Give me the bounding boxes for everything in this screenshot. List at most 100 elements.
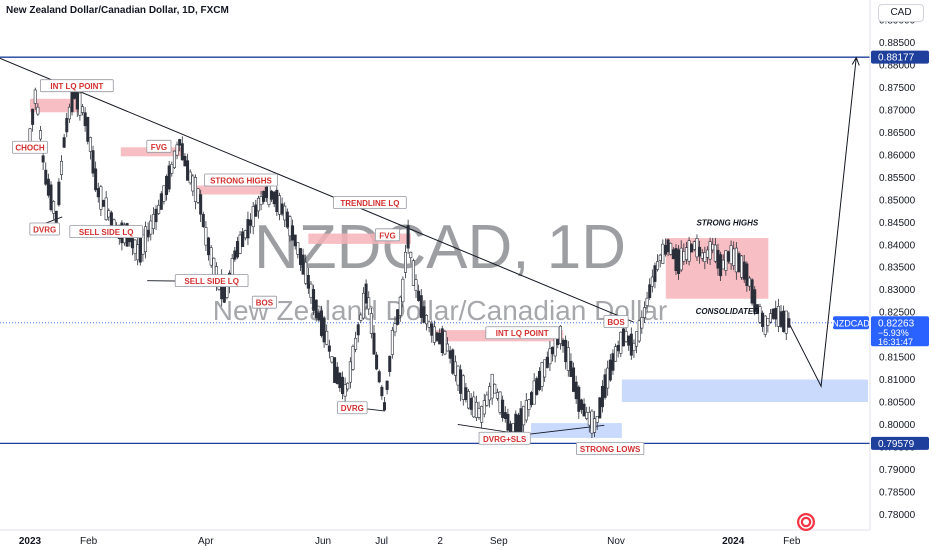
candle-up (369, 313, 373, 334)
price-zone[interactable] (531, 423, 622, 438)
annotation-label[interactable]: CONSOLIDATED (696, 307, 760, 316)
candle-down (335, 366, 339, 384)
candle-down (419, 295, 423, 318)
svg-text:0.82263: 0.82263 (878, 318, 915, 329)
candle-down (430, 323, 434, 336)
time-tick-label: Sep (490, 536, 508, 547)
price-tick-label: 0.87000 (879, 106, 916, 117)
candle-up (107, 210, 111, 218)
annotation-label[interactable]: INT LQ POINT (485, 326, 560, 340)
candle-down (469, 397, 473, 410)
candle-up (149, 220, 153, 235)
time-tick-label: Jul (375, 536, 388, 547)
annotation-label[interactable]: CHOCH (12, 140, 48, 154)
candle-down (501, 399, 505, 418)
svg-text:BOS: BOS (607, 318, 625, 327)
candle-down (627, 335, 631, 346)
candle-up (67, 106, 71, 120)
candle-down (94, 168, 98, 191)
symbol-tag: NZDCAD (832, 316, 870, 330)
annotation-label[interactable]: DVRG (337, 401, 368, 415)
currency-button[interactable]: CAD (878, 4, 924, 22)
candle-down (102, 200, 106, 207)
candle-down (569, 360, 573, 377)
candle-up (230, 258, 234, 277)
annotation-label[interactable]: BOS (251, 295, 277, 309)
candle-down (564, 339, 568, 363)
candle-up (461, 375, 465, 400)
candle-up (243, 230, 247, 239)
candle-up (330, 356, 334, 363)
candle-up (527, 399, 531, 410)
annotation-label[interactable]: BOS (603, 315, 629, 328)
svg-text:SELL SIDE LQ: SELL SIDE LQ (79, 228, 134, 237)
svg-text:0.79579: 0.79579 (878, 439, 915, 450)
svg-text:TRENDLINE LQ: TRENDLINE LQ (340, 199, 399, 208)
projection-path[interactable] (788, 57, 857, 388)
price-tick-label: 0.88500 (879, 38, 916, 49)
candle-up (485, 394, 489, 406)
candle-up (259, 196, 263, 205)
candle-up (692, 241, 696, 250)
candle-down (551, 346, 555, 355)
annotation-label[interactable]: DVRG (29, 222, 60, 236)
candle-down (49, 184, 53, 211)
annotations-layer: INT LQ POINT CHOCH FVG DVRG SELL SIDE LQ STRO… (12, 79, 760, 456)
candle-down (516, 414, 520, 436)
annotation-label[interactable]: SELL SIDE LQ (69, 225, 143, 239)
price-tick-label: 0.81000 (879, 375, 916, 386)
candle-down (388, 355, 392, 372)
candle-up (170, 164, 174, 174)
candle-down (340, 376, 344, 394)
candle-up (39, 130, 43, 140)
candle-down (333, 357, 337, 383)
price-tick-label: 0.81500 (879, 353, 916, 364)
price-zone[interactable] (30, 98, 80, 113)
trendline[interactable] (0, 57, 634, 323)
annotation-label[interactable]: FVG (146, 139, 172, 153)
annotation-label[interactable]: TRENDLINE LQ (333, 196, 407, 209)
candle-up (734, 247, 738, 273)
candle-down (306, 274, 310, 289)
chart-title: New Zealand Dollar/Canadian Dollar, 1D, … (6, 5, 229, 16)
candle-up (687, 240, 691, 262)
time-axis[interactable]: 2023 Feb Apr Jun Jul 2 Sep Nov 2024 Feb (19, 536, 801, 547)
candle-down (272, 191, 276, 205)
candle-down (438, 333, 442, 345)
candle-down (201, 214, 205, 227)
candle-down (312, 289, 316, 311)
annotation-label[interactable]: DVRG+SLS (478, 431, 531, 445)
candle-up (661, 243, 665, 264)
candle-down (782, 310, 786, 332)
annotation-label[interactable]: STRONG HIGHS (204, 173, 278, 187)
candle-down (138, 237, 142, 263)
candle-up (637, 320, 641, 342)
candle-up (456, 365, 460, 386)
annotation-label[interactable]: STRONG LOWS (576, 442, 645, 456)
candle-down (608, 359, 612, 381)
candle-down (787, 318, 791, 328)
candle-down (611, 353, 615, 371)
candle-up (172, 150, 176, 169)
candle-up (204, 227, 208, 246)
candle-up (133, 239, 137, 255)
candle-down (317, 312, 321, 321)
candle-up (721, 259, 725, 270)
annotation-label[interactable]: STRONG HIGHS (696, 219, 758, 228)
candle-up (474, 401, 478, 418)
candle-down (598, 397, 602, 419)
price-tick-label: 0.85000 (879, 195, 916, 206)
candle-up (81, 106, 85, 113)
annotation-label[interactable]: FVG (374, 228, 400, 242)
candle-up (359, 314, 363, 321)
candle-down (96, 188, 100, 198)
candle-down (233, 250, 237, 260)
candle-up (695, 238, 699, 258)
price-zone[interactable] (197, 185, 271, 195)
price-zone[interactable] (308, 233, 411, 244)
annotation-label[interactable]: SELL SIDE LQ (174, 274, 249, 288)
price-zone[interactable] (621, 379, 868, 402)
annotation-label[interactable]: INT LQ POINT (40, 79, 114, 93)
candle-up (703, 252, 707, 262)
